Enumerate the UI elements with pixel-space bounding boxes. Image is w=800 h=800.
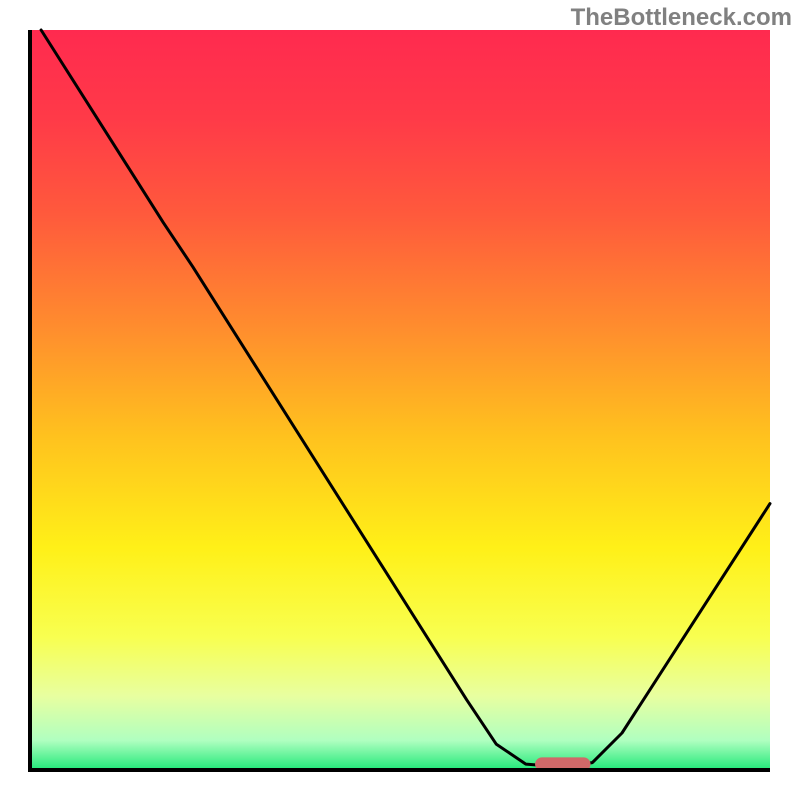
- watermark-text: TheBottleneck.com: [571, 4, 792, 32]
- bottleneck-chart: [0, 0, 800, 800]
- chart-container: TheBottleneck.com: [0, 0, 800, 800]
- plot-background: [30, 30, 770, 770]
